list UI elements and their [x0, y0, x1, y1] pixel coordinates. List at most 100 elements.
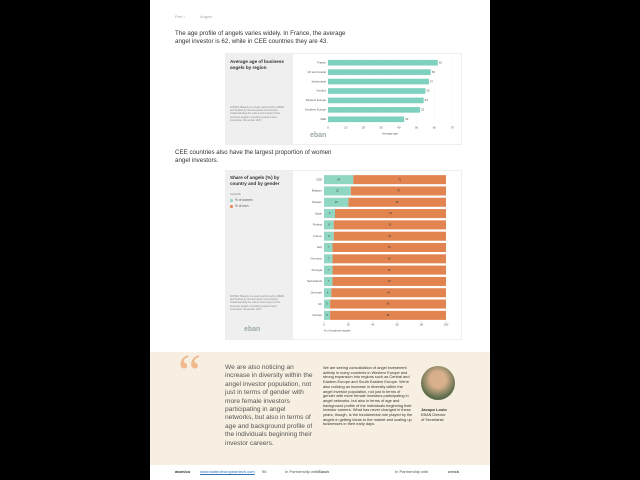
intro: The age profile of angels varies widely.… — [175, 30, 346, 45]
y-tick-label: Portugal — [312, 268, 323, 272]
bar-label: 24 — [337, 178, 340, 181]
x-tick-label: 0 — [323, 323, 325, 327]
bar-segment — [324, 231, 334, 241]
bar-label: 76 — [398, 178, 401, 181]
bar — [328, 107, 421, 113]
chart-panel: Average age of business angels by region… — [226, 54, 293, 144]
bar-label: 9 — [329, 212, 331, 215]
bar-label: 8 — [328, 235, 330, 238]
bar-label: 92 — [389, 235, 392, 238]
bar-label: 22 — [336, 190, 339, 193]
bar — [328, 116, 405, 123]
bar-label: 93 — [388, 257, 391, 260]
y-tick-label: Finland — [313, 223, 323, 227]
partner-label: In Partnership with — [285, 469, 319, 474]
bar-segment — [324, 175, 354, 185]
y-tick-label: UK — [318, 302, 322, 306]
bar-label: 58 — [432, 70, 436, 74]
page: Part I Angels The age profile of angels … — [150, 0, 490, 352]
bar-label: 62 — [439, 60, 443, 64]
x-tick-label: 20 — [347, 323, 351, 327]
legend-label: % of men — [235, 204, 249, 208]
partner-label: In Partnership with — [395, 469, 429, 474]
y-tick-label: France — [313, 234, 322, 238]
bar — [328, 69, 431, 75]
bar-label: 6 — [327, 291, 329, 294]
chart-notes: NOTES: Based on a study performed by EBA… — [230, 295, 285, 311]
quote-text: We are also noticing an increase in dive… — [225, 364, 313, 447]
x-tick-label: 60 — [396, 323, 400, 327]
x-tick-label: 0 — [327, 126, 329, 130]
bar-segment — [324, 186, 351, 196]
bar-segment — [324, 265, 333, 275]
bar — [328, 59, 438, 66]
y-tick-label: Belgium — [312, 189, 323, 193]
x-tick-label: 30 — [380, 126, 384, 130]
bar-segment — [324, 276, 333, 286]
x-axis-label: Average age — [382, 132, 398, 136]
chart-plot: 0 10 20 30 40 50 60 70 Average age France 62 UK and… — [305, 58, 454, 136]
topic: Angels — [200, 14, 213, 19]
bar-label: 93 — [388, 246, 391, 249]
y-tick-label: France — [317, 60, 326, 64]
bar-label: 5 — [326, 314, 328, 317]
footer: atomico www.stateofeuropeantech.com 96 I… — [150, 465, 490, 480]
legend-item: % of women — [230, 198, 253, 202]
quote-section: “ We are also noticing an increase in di… — [150, 345, 490, 465]
bar-segment — [324, 220, 334, 230]
bar-segment — [334, 209, 446, 219]
bar-segment — [331, 288, 446, 298]
bar-label: 7 — [328, 257, 330, 260]
bar — [328, 88, 426, 94]
bar-label: 5 — [326, 303, 328, 306]
bar-label: 94 — [387, 291, 390, 294]
bar-label: 93 — [388, 269, 391, 272]
bar-segment — [324, 209, 335, 219]
bar-label: 95 — [387, 303, 390, 306]
bar-label: 93 — [388, 280, 391, 283]
bar-label: 43 — [405, 117, 409, 121]
bar-label: 78 — [397, 190, 400, 193]
x-tick-label: 40 — [397, 126, 401, 130]
bar-segment — [324, 299, 331, 309]
y-tick-label: Sweden — [312, 200, 323, 204]
bar-segment — [330, 310, 446, 320]
bar-label: 55 — [426, 89, 430, 93]
bar — [328, 78, 429, 85]
bar-label: 52 — [421, 108, 425, 112]
bar-segment — [324, 254, 333, 264]
y-tick-label: Western Europe — [306, 98, 327, 102]
chart-notes: NOTES: Based on a study performed by EBA… — [230, 106, 285, 122]
bar-segment — [332, 254, 446, 264]
quote-body: We are seeing consolidation of angel inv… — [323, 365, 413, 427]
y-tick-label: Netherlands — [307, 279, 323, 283]
y-tick-label: Switzerland — [312, 79, 327, 83]
bar-label: 7 — [328, 246, 330, 249]
bar-label: 80 — [396, 201, 399, 204]
chart-title: Share of angels (%) by country and by ge… — [230, 175, 280, 186]
y-tick-label: Germany — [310, 257, 322, 261]
bar-segment — [324, 197, 349, 207]
bar-label: 92 — [389, 224, 392, 227]
x-tick-label: 70 — [450, 126, 454, 130]
y-tick-label: Southern Europe — [305, 108, 327, 112]
x-tick-label: 80 — [420, 323, 424, 327]
person-role: EBAN Director of Secretariat — [421, 413, 446, 422]
x-tick-label: 50 — [415, 126, 419, 130]
legend-swatch — [230, 198, 233, 202]
bar-segment — [332, 242, 446, 253]
quote-mark: “ — [178, 345, 202, 402]
source-logo: eban — [244, 326, 261, 333]
source-logo: eban — [310, 132, 327, 139]
y-tick-label: Norway — [313, 313, 323, 317]
chart2: Share of angels (%) by country and by ge… — [225, 170, 462, 340]
y-tick-label: Italy — [317, 245, 323, 249]
bar-segment — [324, 242, 333, 253]
link[interactable]: www.stateofeuropeantech.com — [200, 469, 255, 474]
bar-label: 57 — [430, 79, 434, 83]
bar-label: 54 — [425, 98, 429, 102]
bar-label: 91 — [389, 212, 392, 215]
brand: atomico — [175, 469, 191, 474]
x-axis-label: % of business angels — [324, 329, 351, 333]
